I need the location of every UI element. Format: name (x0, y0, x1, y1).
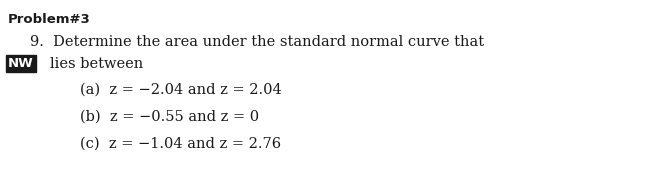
Text: Problem#3: Problem#3 (8, 13, 91, 26)
Text: (c)  z = −1.04 and z = 2.76: (c) z = −1.04 and z = 2.76 (80, 137, 281, 151)
Text: 9.  Determine the area under the standard normal curve that: 9. Determine the area under the standard… (30, 35, 484, 49)
Text: (a)  z = −2.04 and z = 2.04: (a) z = −2.04 and z = 2.04 (80, 83, 282, 97)
Text: (b)  z = −0.55 and z = 0: (b) z = −0.55 and z = 0 (80, 110, 259, 124)
Text: NW: NW (8, 57, 34, 70)
Text: lies between: lies between (50, 57, 143, 71)
